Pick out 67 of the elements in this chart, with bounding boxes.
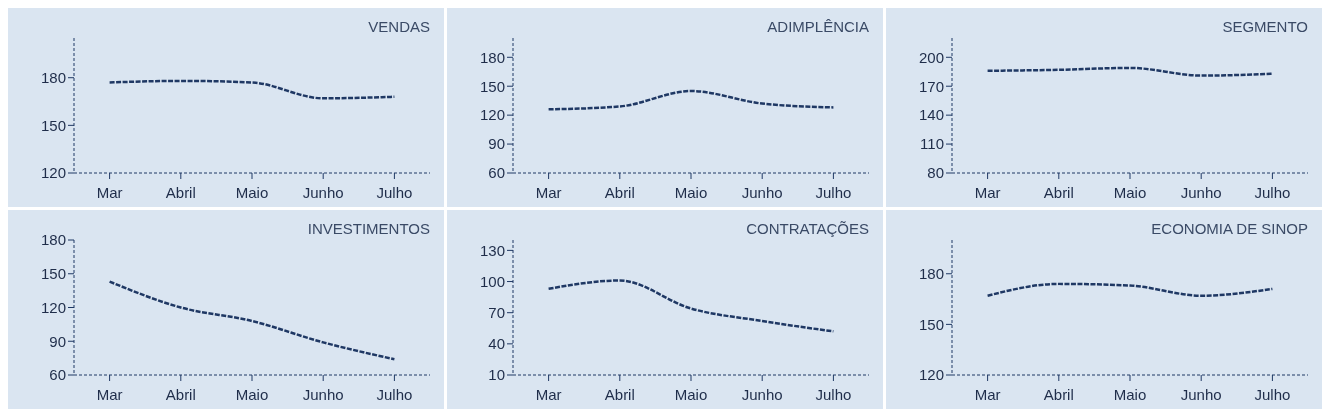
line-series (986, 282, 1274, 297)
x-tick-label: Julho (376, 385, 413, 403)
x-tick-label: Junho (302, 385, 344, 403)
line-series (108, 280, 396, 361)
y-tick-label: 90 (488, 135, 505, 153)
x-tick-label: Junho (1180, 385, 1222, 403)
y-tick-label: 70 (488, 304, 505, 322)
chart-title: INVESTIMENTOS (307, 220, 430, 237)
line-series (547, 279, 835, 333)
x-tick-label: Abril (1043, 183, 1074, 201)
y-tick-label: 100 (479, 272, 505, 290)
y-tick-label: 120 (479, 106, 505, 124)
line-series (986, 66, 1274, 77)
x-tick-label: Maio (674, 183, 708, 201)
chart-title: CONTRATAÇÕES (746, 220, 869, 237)
x-tick-label: Julho (815, 183, 852, 201)
x-tick-label: Junho (741, 385, 783, 403)
x-tick-label: Julho (815, 385, 852, 403)
y-tick-label: 90 (49, 332, 66, 350)
y-tick-label: 10 (488, 366, 505, 384)
x-tick-label: Abril (1043, 385, 1074, 403)
x-tick-label: Mar (96, 385, 123, 403)
y-tick-label: 120 (918, 366, 944, 384)
y-tick-label: 110 (920, 135, 944, 153)
x-tick-label: Mar (96, 183, 123, 201)
x-tick-label: Julho (1254, 183, 1291, 201)
y-tick-label: 60 (488, 164, 505, 182)
y-tick-label: 140 (918, 106, 944, 124)
x-tick-label: Maio (235, 385, 269, 403)
x-tick-label: Mar (535, 385, 562, 403)
x-tick-label: Junho (1180, 183, 1222, 201)
y-tick-label: 170 (918, 77, 944, 95)
y-tick-label: 60 (49, 366, 66, 384)
y-tick-label: 120 (40, 298, 66, 316)
y-tick-label: 130 (479, 241, 505, 259)
x-tick-label: Abril (165, 183, 196, 201)
y-tick-label: 180 (40, 69, 66, 87)
y-tick-label: 40 (488, 335, 505, 353)
chart-title: ECONOMIA DE SINOP (1151, 220, 1308, 237)
x-tick-label: Maio (1113, 385, 1147, 403)
y-tick-label: 150 (40, 116, 66, 134)
x-tick-label: Mar (974, 385, 1001, 403)
y-tick-label: 180 (918, 265, 944, 283)
y-tick-label: 150 (918, 315, 944, 333)
y-tick-label: 180 (479, 48, 505, 66)
chart-title: VENDAS (368, 18, 430, 35)
chart-title: SEGMENTO (1222, 18, 1308, 35)
y-tick-label: 120 (40, 164, 66, 182)
y-tick-label: 80 (927, 164, 944, 182)
x-tick-label: Julho (376, 183, 413, 201)
x-tick-label: Junho (741, 183, 783, 201)
chart-title: ADIMPLÊNCIA (767, 18, 869, 35)
y-tick-label: 200 (918, 48, 944, 66)
x-tick-label: Junho (302, 183, 344, 201)
y-tick-label: 150 (40, 265, 66, 283)
x-tick-label: Abril (604, 385, 635, 403)
y-tick-label: 180 (40, 231, 66, 249)
x-tick-label: Maio (235, 183, 269, 201)
x-tick-label: Maio (674, 385, 708, 403)
x-tick-label: Mar (535, 183, 562, 201)
line-series (547, 89, 835, 111)
y-tick-label: 150 (479, 77, 505, 95)
x-tick-label: Julho (1254, 385, 1291, 403)
x-tick-label: Abril (604, 183, 635, 201)
x-tick-label: Mar (974, 183, 1001, 201)
x-tick-label: Maio (1113, 183, 1147, 201)
x-tick-label: Abril (165, 385, 196, 403)
